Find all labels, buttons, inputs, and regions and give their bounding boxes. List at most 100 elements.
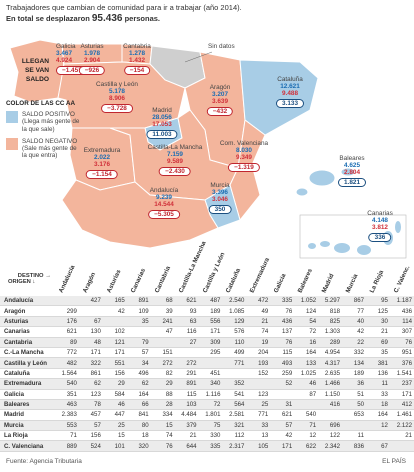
table-cell: 564: [234, 401, 245, 409]
table-cell: 57: [94, 421, 101, 429]
table-cell: 12: [309, 432, 317, 440]
row-header: Andalucía: [4, 297, 34, 305]
table-cell: 110: [234, 338, 245, 346]
table-cell: 11: [357, 432, 364, 440]
total: 95.436: [91, 13, 123, 24]
table-cell: 39: [165, 307, 173, 315]
leave-value: 3.639: [212, 98, 228, 106]
table-cell: 46: [309, 380, 317, 388]
table-cell: 556: [210, 317, 221, 325]
column-label: Murcia: [344, 272, 360, 294]
balance-value: 350: [208, 204, 232, 214]
legend-label: SALDO NEGATIVO: [22, 137, 78, 145]
region-name: Madrid: [152, 107, 172, 114]
table-row: Murcia 553 57 25 80 15 379 75 321 33 57 71 696 12 2.12…: [0, 420, 414, 431]
table-cell: 102: [114, 328, 125, 336]
table-cell: 156: [114, 369, 125, 377]
table-cell: 189: [210, 307, 221, 315]
table-cell: 115: [282, 349, 293, 357]
balance-value: −154: [123, 65, 151, 75]
table-cell: 66: [141, 401, 149, 409]
island: [295, 187, 309, 197]
table-cell: 29: [117, 380, 125, 388]
table-cell: 2.581: [229, 411, 245, 419]
table-row: Castilla y León 482 322 551 34 272 272 771 193 49…: [0, 357, 414, 369]
table-cell: 71: [70, 432, 77, 440]
row-header: Cantabria: [4, 338, 33, 346]
table-cell: 76: [165, 442, 173, 450]
balance-value: 336: [368, 232, 392, 242]
arrive-value: 1.278: [129, 50, 145, 58]
no-data-label: Sin datos: [208, 43, 235, 50]
table-cell: 696: [329, 421, 341, 429]
pointer: [184, 51, 213, 63]
table-cell: 25: [117, 421, 125, 429]
table-cell: 1.187: [396, 297, 412, 305]
leave-value: 4.924: [56, 57, 72, 65]
table-cell: 87: [309, 390, 317, 398]
table-cell: 1.461: [396, 411, 412, 419]
table-cell: 40: [357, 317, 364, 325]
table-cell: 472: [258, 297, 269, 305]
legend-title: COLOR DE LAS CC AA: [6, 100, 76, 107]
row-header: Madrid: [4, 411, 24, 419]
arrive-value: 2.022: [94, 154, 110, 162]
table-row: Canarias 621 130 102 47 116 171 576 74 137 72 1.303…: [0, 327, 414, 338]
table-cell: 482: [66, 359, 77, 367]
leave-value: 14.544: [154, 201, 174, 209]
table-cell: 130: [90, 328, 101, 336]
table-cell: 576: [234, 328, 245, 336]
table-cell: 151: [162, 349, 173, 357]
table-cell: 376: [401, 359, 412, 367]
region-name: Castilla-La Mancha: [147, 144, 203, 151]
table-cell: 351: [66, 390, 77, 398]
table-cell: 57: [141, 349, 149, 357]
table-cell: 1.564: [61, 369, 77, 377]
table-cell: 818: [329, 307, 341, 315]
table-cell: 93: [189, 307, 197, 315]
legend-item: SALDO NEGATIVO (Sale más gente de la que…: [6, 137, 81, 160]
region-name: Aragón: [209, 84, 231, 91]
table-cell: 1.150: [324, 390, 341, 398]
arrive-value: 3.207: [212, 91, 228, 99]
arrive-value: 9.239: [155, 194, 172, 202]
column-label: Extremadura: [249, 256, 272, 294]
region-label: Castilla y León 5.178 8.906 −3.728: [96, 81, 138, 113]
arrive-value: 5.178: [108, 88, 125, 96]
table-cell: 891: [186, 380, 197, 388]
table-row: La Rioja 71 156 15 18 74 21 330 112 13 42 12 122 11 21: [0, 431, 414, 441]
table-body: Andalucía 427 165 891 68 621 487 2.540 472 335 1.0…: [0, 296, 414, 452]
table-cell: 496: [138, 369, 149, 377]
table-cell: 352: [234, 380, 245, 388]
table-cell: 237: [401, 380, 412, 388]
table-cell: 105: [258, 442, 269, 450]
table-cell: 74: [165, 432, 173, 440]
row-header: Aragón: [4, 307, 26, 315]
column-header: Cataluña: [222, 262, 246, 296]
flow-table: DESTINO → ORIGEN ↓ Andalucía Aragón Asturi…: [0, 240, 414, 452]
subtitle-text: personas.: [124, 14, 160, 23]
table-cell: [175, 347, 199, 357]
table-cell: 551: [114, 359, 125, 367]
column-header: Aragón: [79, 262, 103, 296]
table-cell: 2.317: [229, 442, 245, 450]
table-cell: 204: [258, 349, 269, 357]
table-cell: 299: [66, 307, 77, 315]
table-cell: 62: [141, 380, 149, 388]
leave-value: 2.904: [84, 57, 100, 65]
column-header: Baleares: [294, 262, 318, 296]
table-cell: [79, 306, 103, 316]
leave-value: 9.589: [166, 158, 183, 166]
table-cell: 115: [186, 390, 197, 398]
table-row: Andalucía 427 165 891 68 621 487 2.540 472 335 1.0…: [0, 296, 414, 306]
table-cell: 30: [381, 317, 388, 325]
table-cell: 21: [261, 317, 269, 325]
title: Trabajadores que cambian de comunidad pa…: [6, 3, 242, 12]
table-row: Cataluña 1.564 861 156 496 82 291 451 152 259 1.02…: [0, 368, 414, 379]
color-legend: COLOR DE LAS CC AA SALDO POSITIVO (Llega…: [6, 100, 81, 164]
table-cell: 553: [66, 421, 77, 429]
table-cell: [318, 410, 342, 420]
region-name: Murcia: [210, 182, 230, 189]
column-label: Madrid: [320, 272, 336, 294]
